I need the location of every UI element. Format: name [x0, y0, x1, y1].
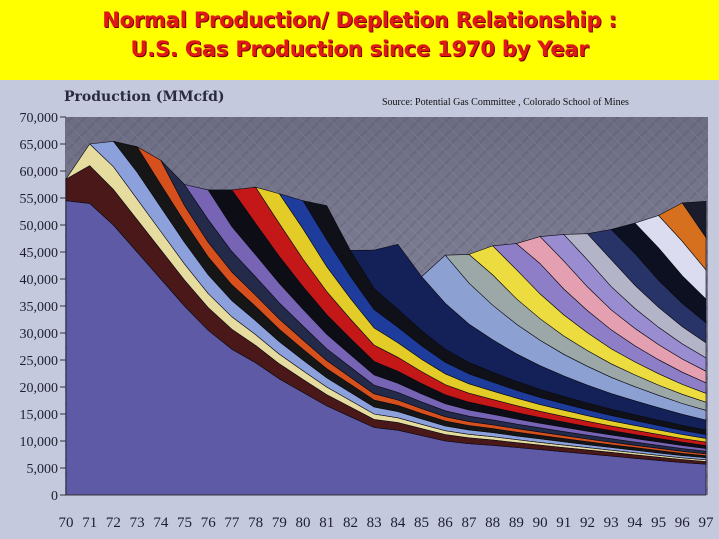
y-tick-label: 35,000	[20, 300, 59, 315]
x-tick-label: 88	[485, 515, 500, 531]
x-tick-label: 86	[438, 515, 454, 531]
y-tick-label: 55,000	[20, 192, 59, 207]
x-tick-label: 84	[390, 515, 406, 531]
y-tick-label: 0	[51, 489, 58, 504]
title-banner: Normal Production/ Depletion Relationshi…	[0, 0, 719, 80]
x-tick-label: 89	[509, 515, 524, 531]
x-tick-label: 92	[580, 515, 595, 531]
y-tick-label: 50,000	[20, 219, 59, 234]
x-tick-label: 75	[177, 515, 192, 531]
y-tick-label: 70,000	[20, 111, 59, 126]
x-tick-label: 93	[604, 515, 619, 531]
area-series-97	[681, 200, 707, 239]
x-tick-label: 90	[533, 515, 548, 531]
y-tick-label: 60,000	[20, 165, 59, 180]
title-line-2: U.S. Gas Production since 1970 by Year	[130, 37, 589, 61]
title-line-1: Normal Production/ Depletion Relationshi…	[102, 8, 617, 32]
y-tick-label: 10,000	[20, 435, 59, 450]
x-tick-label: 97	[699, 515, 715, 531]
y-tick-label: 30,000	[20, 327, 59, 342]
x-tick-label: 95	[651, 515, 666, 531]
x-tick-label: 73	[130, 515, 145, 531]
x-tick-label: 81	[319, 515, 334, 531]
y-tick-label: 20,000	[20, 381, 59, 396]
x-tick-label: 72	[106, 515, 121, 531]
x-tick-label: 78	[248, 515, 263, 531]
y-tick-label: 25,000	[20, 354, 59, 369]
source-note: Source: Potential Gas Committee , Colora…	[382, 97, 629, 108]
x-tick-label: 76	[201, 515, 217, 531]
x-tick-label: 82	[343, 515, 358, 531]
y-tick-label: 5,000	[27, 462, 59, 477]
x-tick-label: 85	[414, 515, 429, 531]
x-tick-label: 77	[224, 515, 240, 531]
x-tick-label: 83	[367, 515, 382, 531]
x-tick-label: 70	[59, 515, 74, 531]
x-tick-label: 96	[675, 515, 691, 531]
x-tick-label: 79	[272, 515, 287, 531]
x-tick-label: 71	[82, 515, 97, 531]
y-tick-label: 65,000	[20, 138, 59, 153]
x-tick-label: 94	[627, 515, 643, 531]
x-tick-label: 80	[296, 515, 311, 531]
x-tick-label: 87	[461, 515, 477, 531]
area-series-96	[658, 202, 707, 271]
x-tick-label: 74	[153, 515, 169, 531]
y-tick-label: 45,000	[20, 246, 59, 261]
y-axis-title: Production (MMcfd)	[64, 89, 225, 105]
y-tick-label: 15,000	[20, 408, 59, 423]
x-tick-label: 91	[556, 515, 571, 531]
y-tick-label: 40,000	[20, 273, 59, 288]
